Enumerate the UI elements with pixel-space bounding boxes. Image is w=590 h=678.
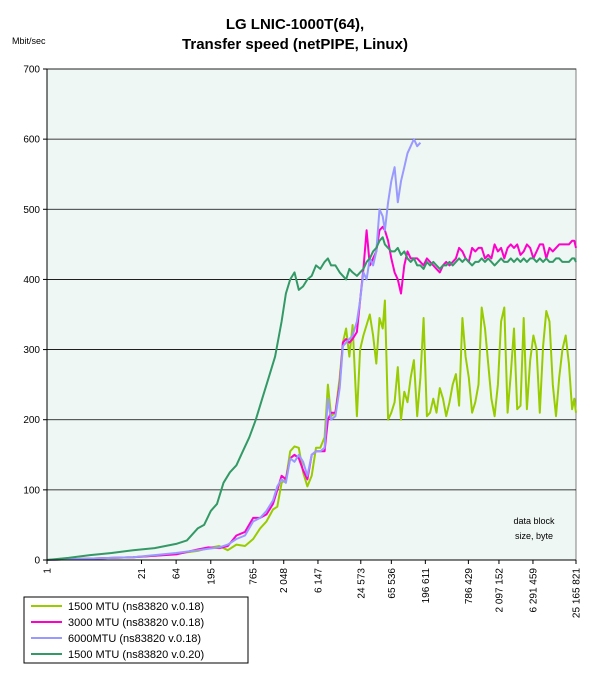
y-tick-label-500: 500 <box>23 205 40 216</box>
legend: 1500 MTU (ns83820 v.0.18) 3000 MTU (ns838… <box>23 596 249 664</box>
y-tick-label-100: 100 <box>23 485 40 496</box>
x-tick-label-6: 6 147 <box>313 568 324 593</box>
x-tick-label-3: 195 <box>206 568 217 585</box>
x-tick-label-13: 25 165 821 <box>572 568 583 618</box>
x-tick-label-1: 21 <box>137 568 148 580</box>
y-axis-ticks: 0 100 200 300 400 500 600 700 <box>23 65 47 567</box>
legend-label-3: 1500 MTU (ns83820 v.0.20) <box>68 649 204 661</box>
y-tick-label-200: 200 <box>23 415 40 426</box>
series-2 <box>46 138 422 561</box>
y-tick-label-300: 300 <box>23 345 40 356</box>
series-0 <box>46 299 577 561</box>
legend-entries: 1500 MTU (ns83820 v.0.18) 3000 MTU (ns838… <box>31 601 204 661</box>
chart-title-line-1: LG LNIC-1000T(64), <box>226 16 364 33</box>
chart-title-line-2: Transfer speed (netPIPE, Linux) <box>182 36 408 53</box>
x-tick-label-4: 765 <box>249 568 260 585</box>
grid-lines <box>47 68 576 491</box>
x-tick-label-9: 196 611 <box>421 568 432 604</box>
x-tick-label-0: 1 <box>43 568 54 574</box>
x-tick-label-5: 2 048 <box>279 568 290 593</box>
y-tick-label-0: 0 <box>34 556 40 567</box>
plot-area <box>46 68 577 561</box>
x-tick-label-10: 786 429 <box>464 568 475 605</box>
legend-label-1: 3000 MTU (ns83820 v.0.18) <box>68 617 204 629</box>
legend-box <box>23 596 249 664</box>
x-axis-label-line-1: data block <box>513 516 555 526</box>
series-line-3 <box>46 236 577 561</box>
legend-label-2: 6000MTU (ns83820 v.0.18) <box>68 633 201 645</box>
series-line-0 <box>46 299 577 561</box>
legend-label-0: 1500 MTU (ns83820 v.0.18) <box>68 601 204 613</box>
y-tick-label-600: 600 <box>23 135 40 146</box>
y-tick-label-400: 400 <box>23 275 40 286</box>
x-tick-label-2: 64 <box>172 568 183 580</box>
series-line-2 <box>46 138 422 561</box>
y-axis-label: Mbit/sec <box>12 36 46 46</box>
x-axis-label-line-2: size, byte <box>515 531 553 541</box>
x-tick-label-7: 24 573 <box>356 568 367 599</box>
x-tick-label-11: 2 097 152 <box>494 568 505 613</box>
y-tick-label-700: 700 <box>23 65 40 76</box>
x-tick-label-8: 65 536 <box>387 568 398 599</box>
x-tick-label-12: 6 291 459 <box>528 568 539 613</box>
series-lines <box>46 138 577 561</box>
x-axis-ticks: 1 21 64 195 765 2 048 6 147 24 573 65 536 196 611… <box>43 560 583 618</box>
series-3 <box>46 236 577 561</box>
